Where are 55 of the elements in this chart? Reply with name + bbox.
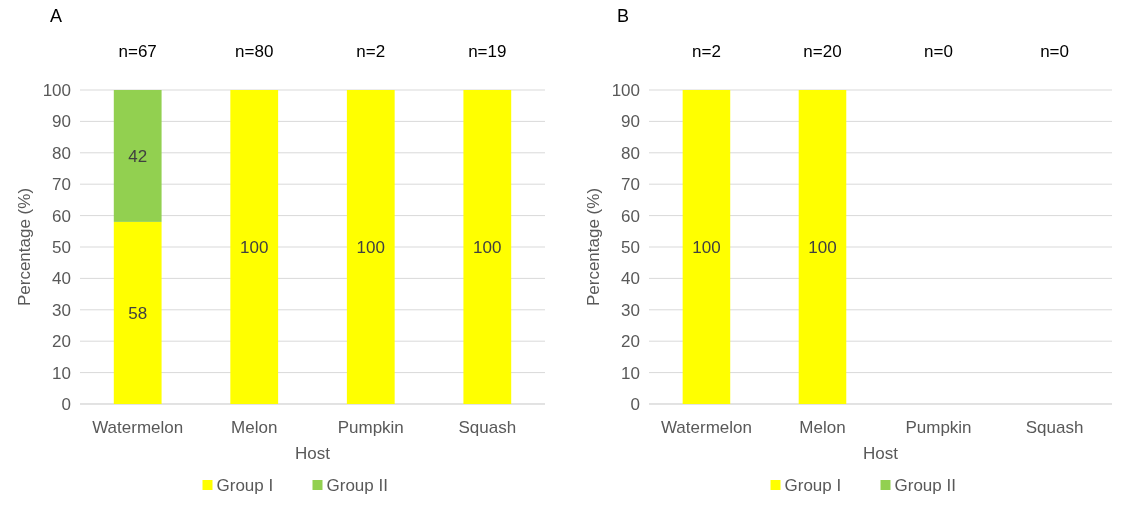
y-tick-label: 70 xyxy=(52,175,71,195)
y-tick-label: 50 xyxy=(52,237,71,257)
data-label: 42 xyxy=(128,146,148,166)
x-tick-label: Watermelon xyxy=(92,418,184,437)
x-tick-label: Melon xyxy=(231,418,278,437)
data-label: 100 xyxy=(356,237,385,257)
chart-title: A xyxy=(50,6,63,26)
y-tick-label: 10 xyxy=(52,363,71,383)
text: n=2 xyxy=(356,42,386,61)
data-label: 100 xyxy=(240,237,269,257)
y-tick-label: 40 xyxy=(52,269,71,289)
x-tick-label: Pumpkin xyxy=(337,418,404,437)
data-label: 58 xyxy=(128,303,148,323)
y-tick-label: 20 xyxy=(621,332,640,352)
text: n=80 xyxy=(235,42,274,61)
y-tick-label: 60 xyxy=(621,206,640,226)
chart-title: B xyxy=(617,6,630,26)
y-tick-label: 60 xyxy=(52,206,71,226)
data-label: 100 xyxy=(808,237,837,257)
text: n=19 xyxy=(468,42,507,61)
legend-label: Group I xyxy=(784,476,842,495)
legend-label: Group I xyxy=(216,476,274,495)
y-tick-label: 20 xyxy=(52,332,71,352)
x-tick-label: Pumpkin xyxy=(905,418,972,437)
legend-label: Group II xyxy=(894,476,956,495)
y-axis-title: Percentage (%) xyxy=(15,187,34,307)
x-tick-label: Watermelon xyxy=(660,418,752,437)
y-tick-label: 30 xyxy=(52,300,71,320)
x-tick-label: Melon xyxy=(799,418,846,437)
x-axis-title: Host xyxy=(295,444,331,463)
y-tick-label: 100 xyxy=(42,80,71,100)
x-tick-label: Squash xyxy=(458,418,517,437)
y-axis-title: Percentage (%) xyxy=(584,187,603,307)
y-tick-label: 10 xyxy=(621,363,640,383)
data-label: 100 xyxy=(473,237,502,257)
y-tick-label: 50 xyxy=(621,237,640,257)
y-tick-label: 40 xyxy=(621,269,640,289)
y-tick-label: 90 xyxy=(52,112,71,132)
data-label: 100 xyxy=(692,237,721,257)
y-tick-label: 80 xyxy=(52,143,71,163)
text: n=0 xyxy=(924,42,953,61)
x-tick-label: Squash xyxy=(1025,418,1084,437)
y-tick-label: 30 xyxy=(621,300,640,320)
y-tick-label: 80 xyxy=(621,143,640,163)
text: n=67 xyxy=(118,42,157,61)
y-tick-label: 90 xyxy=(621,112,640,132)
x-axis-title: Host xyxy=(863,444,899,463)
y-tick-label: 0 xyxy=(630,394,640,414)
text: n=0 xyxy=(1040,42,1069,61)
text: n=2 xyxy=(692,42,721,61)
text: n=20 xyxy=(803,42,842,61)
y-tick-label: 0 xyxy=(61,394,71,414)
legend-label: Group II xyxy=(326,476,388,495)
y-tick-label: 100 xyxy=(611,80,640,100)
y-tick-label: 70 xyxy=(621,175,640,195)
